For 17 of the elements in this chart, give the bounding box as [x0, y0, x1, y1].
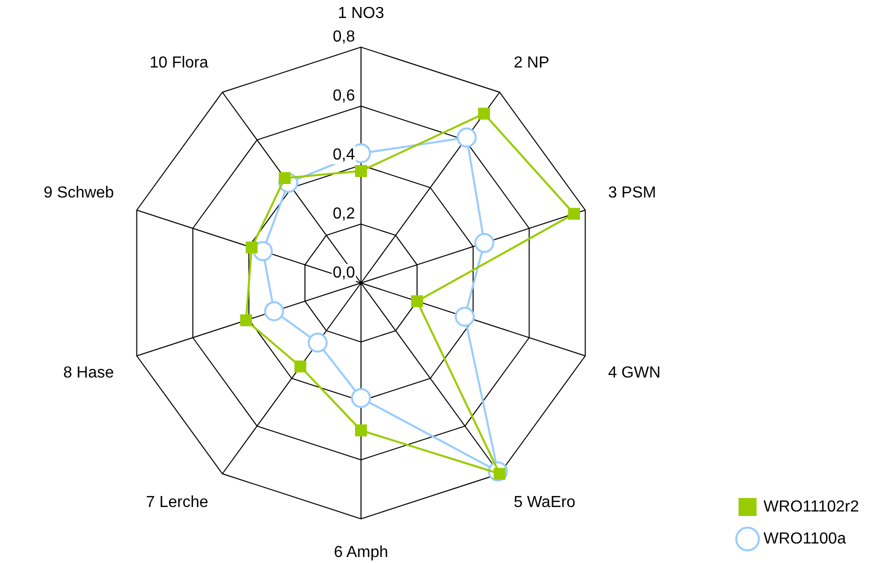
- y-tick-label: 0,2: [332, 205, 356, 222]
- spoke-label: 6 Amph: [334, 544, 388, 561]
- spoke-label: 1 NO3: [338, 5, 384, 22]
- spoke-label: 7 Lerche: [146, 494, 208, 512]
- spoke-label: 5 WaEro: [514, 494, 576, 512]
- legend-label: WRO1100a: [764, 530, 846, 548]
- y-tick-label: 0,8: [332, 28, 356, 46]
- spoke-label: 4 GWN: [608, 364, 661, 382]
- spoke-label: 9 Schweb: [44, 184, 114, 202]
- spoke-label: 10 Flora: [150, 54, 208, 72]
- spoke-label: 3 PSM: [608, 184, 656, 202]
- y-tick-label: 0,6: [332, 88, 356, 105]
- legend-label: WRO11102r2: [764, 498, 860, 516]
- spoke-label: 8 Hase: [63, 364, 114, 382]
- y-tick-label: 0,4: [332, 146, 356, 164]
- y-tick-label: 0,0: [332, 264, 356, 282]
- spoke-label: 2 NP: [514, 54, 550, 72]
